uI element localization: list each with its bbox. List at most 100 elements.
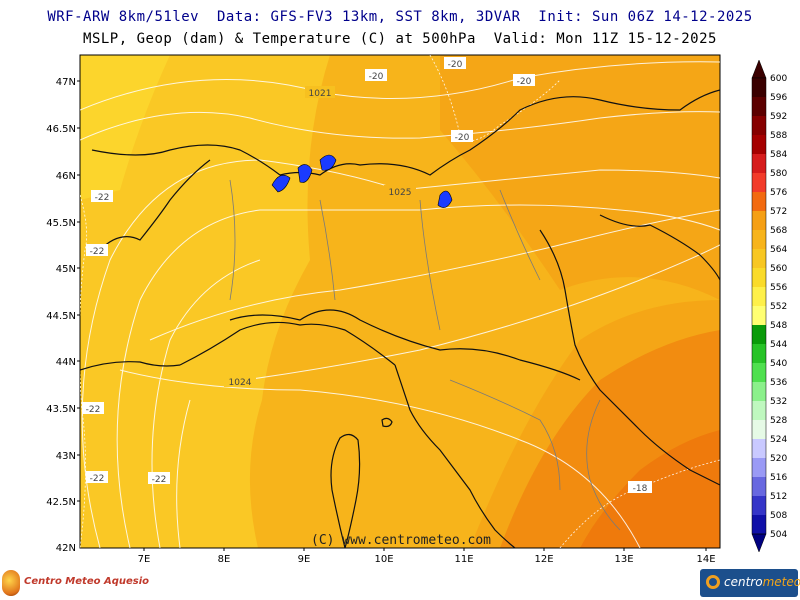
credit-text: (C) www.centrometeo.com xyxy=(311,533,492,548)
colorbar-label: 544 xyxy=(770,340,787,350)
colorbar-swatch xyxy=(752,268,766,287)
colorbar-swatch xyxy=(752,496,766,515)
isotherm-label: -22 xyxy=(152,475,167,485)
colorbar-swatch xyxy=(752,154,766,173)
colorbar-swatch xyxy=(752,420,766,439)
colorbar-label: 516 xyxy=(770,473,787,483)
colorbar-label: 584 xyxy=(770,150,787,160)
lat-label: 42.5N xyxy=(46,497,76,508)
lon-label: 13E xyxy=(614,554,633,565)
colorbar-swatch xyxy=(752,173,766,192)
field-560 xyxy=(80,55,330,548)
colorbar-label: 596 xyxy=(770,93,787,103)
lat-label: 45.5N xyxy=(46,218,76,229)
colorbar-label: 568 xyxy=(770,226,787,236)
colorbar-swatch xyxy=(752,230,766,249)
lon-label: 10E xyxy=(374,554,393,565)
colorbar-label: 592 xyxy=(770,112,787,122)
isotherm-label: -22 xyxy=(90,474,105,484)
isotherm-label: -22 xyxy=(90,247,105,257)
colorbar-label: 520 xyxy=(770,454,787,464)
latitude-axis: 47N 46.5N 46N 45.5N 45N 44.5N 44N 43.5N … xyxy=(46,77,80,554)
colorbar-label: 580 xyxy=(770,169,787,179)
colorbar-label: 536 xyxy=(770,378,787,388)
lakes xyxy=(271,154,453,208)
field-568 xyxy=(440,55,720,300)
map-field xyxy=(80,55,720,548)
colorbar-swatch xyxy=(752,363,766,382)
colorbar-label: 552 xyxy=(770,302,787,312)
colorbar-swatch xyxy=(752,78,766,97)
logo-centrometeo: centrometeo xyxy=(700,569,800,597)
colorbar-swatch xyxy=(752,211,766,230)
colorbar-swatch xyxy=(752,135,766,154)
lat-label: 43N xyxy=(56,451,76,462)
isotherm-label: -20 xyxy=(455,133,470,143)
colorbar-label: 504 xyxy=(770,530,787,540)
colorbar-label: 548 xyxy=(770,321,787,331)
colorbar-label: 564 xyxy=(770,245,787,255)
lon-label: 7E xyxy=(138,554,151,565)
lon-label: 14E xyxy=(696,554,715,565)
logo-left-text: Centro Meteo Aquesio xyxy=(24,576,149,587)
lat-label: 46.5N xyxy=(46,124,76,135)
lat-label: 46N xyxy=(56,171,76,182)
colorbar-swatch xyxy=(752,192,766,211)
colorbar-top-arrow xyxy=(751,59,767,79)
isobar-label-1024: 1024 xyxy=(229,378,252,388)
colorbar-label: 524 xyxy=(770,435,787,445)
colorbar-bottom-arrow xyxy=(751,533,767,553)
colorbar-swatch xyxy=(752,97,766,116)
isotherm-label: -20 xyxy=(448,60,463,70)
header-line-1: WRF-ARW 8km/51lev Data: GFS-FV3 13km, SS… xyxy=(47,9,753,25)
isotherm-labels: -20 -20 -20 -20 -22 -22 -22 -22 -22 -18 xyxy=(82,57,652,494)
colorbar-swatch xyxy=(752,382,766,401)
colorbar-label: 572 xyxy=(770,207,787,217)
colorbar: 600 596 592 588 584 580 576 572 568 564 560 556 552 5… xyxy=(751,59,787,553)
header-line-2: MSLP, Geop (dam) & Temperature (C) at 50… xyxy=(83,31,717,47)
colorbar-swatch xyxy=(752,116,766,135)
lat-label: 47N xyxy=(56,77,76,88)
colorbar-swatch xyxy=(752,458,766,477)
colorbar-swatch xyxy=(752,325,766,344)
colorbar-label: 528 xyxy=(770,416,787,426)
colorbar-swatch xyxy=(752,306,766,325)
lon-label: 12E xyxy=(534,554,553,565)
colorbar-label: 540 xyxy=(770,359,787,369)
isotherm-label: -22 xyxy=(95,193,110,203)
logo-centro-meteo-aquesio: Centro Meteo Aquesio xyxy=(2,568,149,598)
colorbar-label: 560 xyxy=(770,264,787,274)
colorbar-label: 512 xyxy=(770,492,787,502)
isotherm-label: -20 xyxy=(369,72,384,82)
isotherm-label: -20 xyxy=(517,77,532,87)
colorbar-swatch xyxy=(752,287,766,306)
isotherm-label: -18 xyxy=(633,484,648,494)
colorbar-label: 532 xyxy=(770,397,787,407)
logo-right-text: centrometeo xyxy=(724,575,800,589)
colorbar-label: 556 xyxy=(770,283,787,293)
coastlines-borders xyxy=(80,89,720,548)
lat-label: 45N xyxy=(56,264,76,275)
longitude-axis: 7E 8E 9E 10E 11E 12E 13E 14E xyxy=(138,548,716,565)
colorbar-label: 588 xyxy=(770,131,787,141)
colorbar-label: 600 xyxy=(770,74,787,84)
map-frame xyxy=(79,54,721,549)
colorbar-frame xyxy=(751,77,767,535)
colorbar-swatch xyxy=(752,249,766,268)
isobar-labels: 1021 1025 1024 xyxy=(224,86,416,388)
colorbar-swatch xyxy=(752,344,766,363)
colorbar-label: 576 xyxy=(770,188,787,198)
isobars xyxy=(80,61,720,548)
lat-label: 43.5N xyxy=(46,404,76,415)
regional-borders xyxy=(229,179,621,531)
isobar-label-1025: 1025 xyxy=(389,188,412,198)
lat-label: 42N xyxy=(56,543,76,554)
logo-ring-icon xyxy=(706,575,720,589)
lon-label: 9E xyxy=(298,554,311,565)
isotherm-label: -22 xyxy=(86,405,101,415)
colorbar-swatch xyxy=(752,401,766,420)
lon-label: 8E xyxy=(218,554,231,565)
logo-disc-icon xyxy=(2,570,20,596)
lat-label: 44N xyxy=(56,357,76,368)
colorbar-label: 508 xyxy=(770,511,787,521)
